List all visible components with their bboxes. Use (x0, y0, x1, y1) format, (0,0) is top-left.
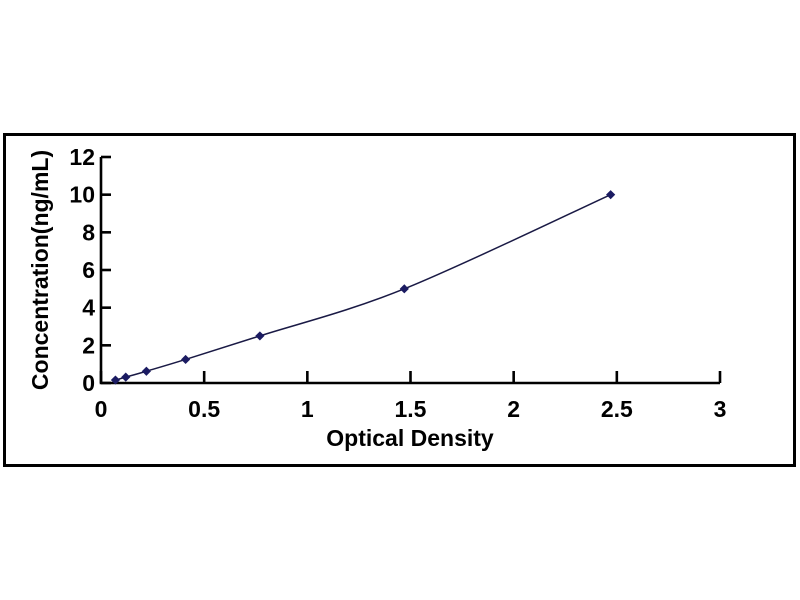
y-tick-label: 6 (82, 257, 95, 283)
data-point-marker (121, 372, 131, 382)
data-point-marker (399, 284, 409, 294)
x-tick-label: 3 (714, 396, 727, 422)
data-point-marker (180, 354, 191, 365)
x-tick-label: 0.5 (188, 396, 220, 422)
data-point-marker (255, 331, 265, 341)
y-tick-label: 0 (82, 370, 95, 396)
y-axis-title: Concentration(ng/mL) (27, 150, 53, 390)
x-tick-label: 1.5 (395, 396, 427, 422)
x-tick-label: 1 (301, 396, 314, 422)
y-tick-label: 12 (69, 144, 95, 170)
y-tick-label: 10 (69, 182, 95, 208)
y-tick-label: 8 (82, 219, 95, 245)
data-point-marker (606, 190, 616, 200)
x-tick-label: 2 (507, 396, 520, 422)
data-point-marker (110, 375, 121, 385)
y-tick-label: 4 (82, 295, 95, 321)
y-tick-label: 2 (82, 332, 95, 358)
chart-frame (3, 133, 796, 467)
x-axis-title: Optical Density (326, 425, 494, 451)
data-series (110, 190, 616, 385)
x-tick-label: 2.5 (601, 396, 633, 422)
x-tick-label: 0 (95, 396, 108, 422)
axes: 0 2 4 6 8 10 12 0 0.5 1 1.5 2 2.5 3 (69, 144, 726, 422)
data-point-marker (141, 366, 151, 376)
